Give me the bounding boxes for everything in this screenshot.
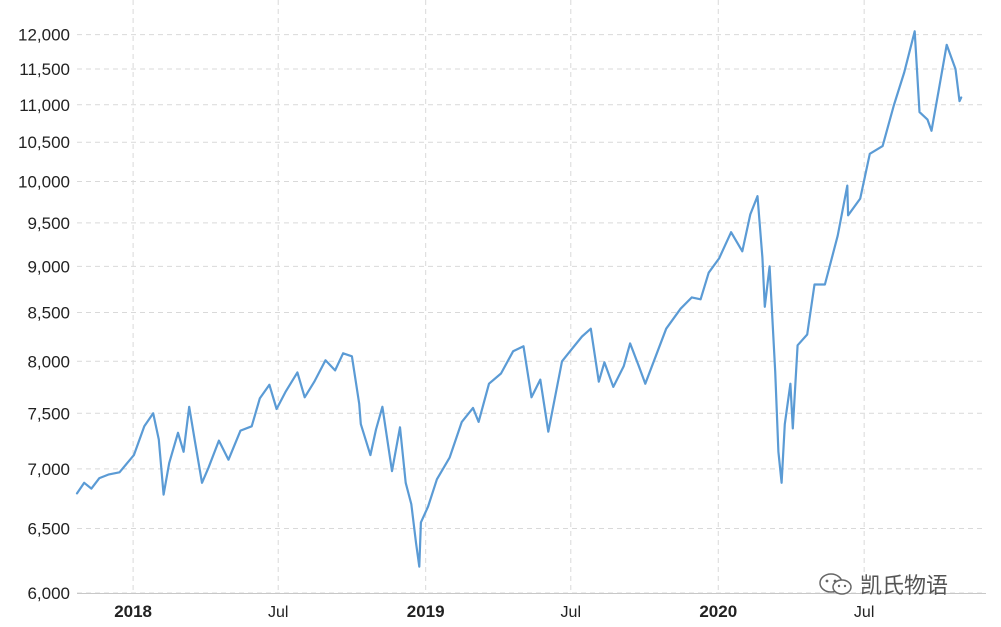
watermark: 凯氏物语: [818, 569, 948, 599]
x-axis-labels: 2018 Jul 2019 Jul 2020 Jul: [114, 602, 874, 621]
x-tick-label: 2018: [114, 602, 152, 621]
y-axis-labels: 6,000 6,500 7,000 7,500 8,000 8,500 9,000 9,500…: [18, 26, 70, 603]
x-tick-label: Jul: [268, 604, 288, 621]
y-tick-label: 10,000: [18, 173, 70, 192]
y-tick-label: 9,000: [27, 257, 70, 276]
series-layer: [75, 30, 963, 568]
y-tick-label: 11,000: [19, 96, 70, 115]
watermark-text: 凯氏物语: [860, 574, 949, 599]
x-tick-label: Jul: [561, 604, 581, 621]
y-tick-label: 8,000: [27, 352, 70, 371]
x-tick-label: 2020: [699, 602, 737, 621]
y-tick-label: 7,500: [27, 404, 70, 423]
y-tick-label: 8,500: [27, 303, 70, 322]
y-tick-label: 6,000: [27, 584, 70, 603]
y-tick-label: 7,000: [27, 460, 70, 479]
series-line: [75, 30, 963, 568]
y-tick-label: 6,500: [27, 520, 70, 539]
y-tick-label: 12,000: [18, 26, 70, 45]
x-tick-label: Jul: [854, 604, 874, 621]
y-tick-label: 10,500: [18, 133, 70, 152]
y-tick-label: 11,500: [19, 60, 70, 79]
y-tick-label: 9,500: [27, 214, 70, 233]
grid-layer: [77, 0, 986, 594]
wechat-icon: [819, 573, 852, 595]
x-tick-label: 2019: [407, 602, 445, 621]
